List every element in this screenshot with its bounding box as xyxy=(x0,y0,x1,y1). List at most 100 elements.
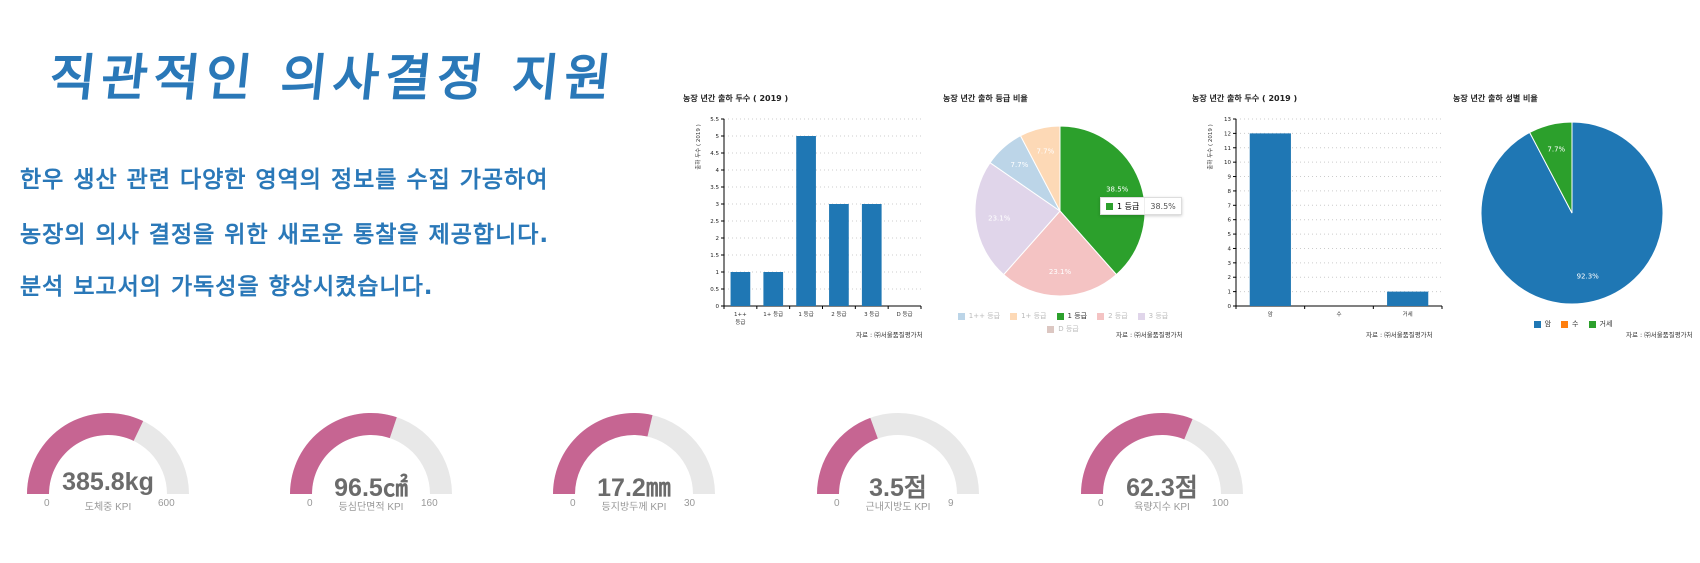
legend-label: D 등급 xyxy=(1058,325,1079,333)
gauge-svg xyxy=(27,413,189,494)
legend-swatch xyxy=(1010,312,1018,320)
slice-label: 7.7% xyxy=(1547,145,1565,153)
pie-chart-svg: 38.5% 23.1% 23.1% 7.7% 7.7% xyxy=(974,125,1146,297)
gauge-svg xyxy=(553,413,715,494)
gauge-svg xyxy=(817,413,979,494)
legend-item[interactable]: 2 등급 xyxy=(1097,311,1128,321)
slice-label: 7.7% xyxy=(1011,161,1029,169)
x-tick-label: 1+ 등급 xyxy=(763,311,783,318)
y-tick-label: 5.5 xyxy=(710,117,719,123)
y-tick-label: 6 xyxy=(1228,218,1232,224)
bar xyxy=(1387,291,1429,306)
legend-swatch xyxy=(1137,312,1145,320)
legend-label: 거세 xyxy=(1599,320,1613,328)
legend-label: 3 등급 xyxy=(1148,312,1169,320)
y-tick-label: 2 xyxy=(1228,275,1232,281)
gauge-max: 30 xyxy=(684,498,696,509)
y-tick-label: 4 xyxy=(716,168,720,174)
y-tick-label: 11 xyxy=(1224,146,1231,152)
x-tick-label: 1++ xyxy=(734,312,747,318)
gauge-min: 0 xyxy=(570,498,576,509)
y-tick-label: 1 xyxy=(716,270,720,276)
gauge-min: 0 xyxy=(834,498,840,509)
x-tick-label: 암 xyxy=(1268,310,1273,318)
legend-swatch xyxy=(1097,312,1105,320)
x-tick-label: 수 xyxy=(1336,311,1341,318)
legend-swatch xyxy=(1533,320,1541,328)
y-tick-label: 10 xyxy=(1224,160,1231,166)
legend-swatch xyxy=(1588,320,1596,328)
kpi-gauge: 3.5점 0 9 근내지방도 KPI xyxy=(798,410,998,520)
chart-title: 농장 년간 출하 두수 ( 2019 ) xyxy=(1192,94,1298,103)
gauge-label: 육량지수 KPI xyxy=(1134,502,1190,513)
legend-item[interactable]: 3 등급 xyxy=(1137,311,1169,321)
gauge-min: 0 xyxy=(307,498,313,509)
grade-pie-chart: 농장 년간 출하 등급 비율 38.5% 23.1% 23.1% 7.7% 7.7% 1… xyxy=(943,93,1183,343)
gauge-label: 근내지방도 KPI xyxy=(865,502,931,513)
tooltip-label: 1 등급 xyxy=(1117,201,1140,211)
slice-label: 92.3% xyxy=(1577,273,1600,281)
gauge-max: 160 xyxy=(421,498,438,509)
pie-slice xyxy=(1528,121,1573,214)
legend-label: 1 등급 xyxy=(1067,312,1088,320)
y-tick-label: 7 xyxy=(1228,203,1232,209)
y-tick-label: 1 xyxy=(1228,290,1232,296)
gauge-fill xyxy=(817,417,878,494)
chart-legend: 1++ 등급 1+ 등급 1 등급 2 등급 3 등급 D 등급 xyxy=(943,311,1183,334)
legend-swatch xyxy=(957,312,965,320)
bar-chart-svg: 0 0.5 1 1.5 2 2.5 3 3.5 4 4.5 5 5.5 출하 두수 ( 2019 ) 1+… xyxy=(694,117,922,326)
legend-swatch xyxy=(1561,320,1569,328)
legend-item[interactable]: 1++ 등급 xyxy=(957,311,1000,321)
legend-label: 암 xyxy=(1544,320,1552,328)
bar xyxy=(763,272,784,306)
legend-item[interactable]: 1+ 등급 xyxy=(1010,311,1047,321)
y-axis-label: 출하 두수 ( 2019 ) xyxy=(694,124,702,170)
y-tick-label: 13 xyxy=(1224,117,1231,123)
y-tick-label: 5 xyxy=(1228,232,1232,238)
page-title: 직관적인 의사결정 지원 xyxy=(46,49,620,107)
gauge-fill xyxy=(1081,413,1193,494)
x-tick-label: D 등급 xyxy=(897,311,913,318)
gauge-value: 385.8kg xyxy=(62,468,154,496)
kpi-gauge: 96.5㎠ 0 160 등심단면적 KPI xyxy=(271,410,471,520)
bar xyxy=(829,204,849,306)
legend-label: 1+ 등급 xyxy=(1021,312,1047,320)
chart-title: 농장 년간 출하 성별 비율 xyxy=(1453,94,1538,103)
y-tick-label: 3.5 xyxy=(710,185,719,191)
gauge-svg xyxy=(1081,413,1243,494)
kpi-gauge: 17.2㎜ 0 30 등지방두께 KPI xyxy=(534,410,734,520)
gauge-value: 62.3점 xyxy=(1126,474,1198,502)
pie-tooltip: 1 등급 38.5% xyxy=(1100,197,1182,215)
y-tick-label: 9 xyxy=(1228,175,1232,181)
y-tick-label: 2.5 xyxy=(710,219,719,225)
y-tick-label: 3 xyxy=(1228,261,1232,267)
y-tick-label: 0 xyxy=(1228,304,1232,310)
source-note: 자료 : ㈜서울품질평가처 xyxy=(856,331,923,339)
gauge-value: 96.5㎠ xyxy=(334,474,408,502)
grade-bar-chart: 농장 년간 출하 두수 ( 2019 ) 0 0.5 1 1.5 2 2.5 3 3.5 4 4.… xyxy=(683,93,923,343)
sex-bar-chart: 농장 년간 출하 두수 ( 2019 ) 0 1 2 3 4 5 6 7 8 9 10 11 12 13 출… xyxy=(1192,93,1452,343)
legend-swatch xyxy=(1106,202,1113,210)
legend-item[interactable]: 1 등급 xyxy=(1056,311,1088,321)
x-tick-label: 1 등급 xyxy=(798,311,813,318)
gauge-value: 17.2㎜ xyxy=(597,474,671,502)
description-line-1: 한우 생산 관련 다양한 영역의 정보를 수집 가공하여 xyxy=(20,167,549,193)
legend-label: 2 등급 xyxy=(1108,312,1128,320)
bar xyxy=(730,272,751,306)
bar xyxy=(1249,133,1291,306)
gauge-fill xyxy=(553,413,653,494)
pie-slice xyxy=(1019,125,1061,212)
legend-item[interactable]: 암 xyxy=(1533,319,1552,329)
chart-legend: 암 수 거세 xyxy=(1453,319,1693,329)
y-tick-label: 0 xyxy=(716,304,720,310)
gauge-max: 600 xyxy=(158,498,175,509)
pie-slice xyxy=(974,162,1061,276)
legend-item[interactable]: 거세 xyxy=(1588,319,1613,329)
gauge-fill xyxy=(290,413,397,494)
chart-title: 농장 년간 출하 등급 비율 xyxy=(943,94,1028,103)
legend-item[interactable]: 수 xyxy=(1561,319,1579,329)
y-tick-label: 0.5 xyxy=(710,287,719,293)
legend-item[interactable]: D 등급 xyxy=(1047,324,1079,334)
x-tick-label: 등급 xyxy=(735,319,745,326)
